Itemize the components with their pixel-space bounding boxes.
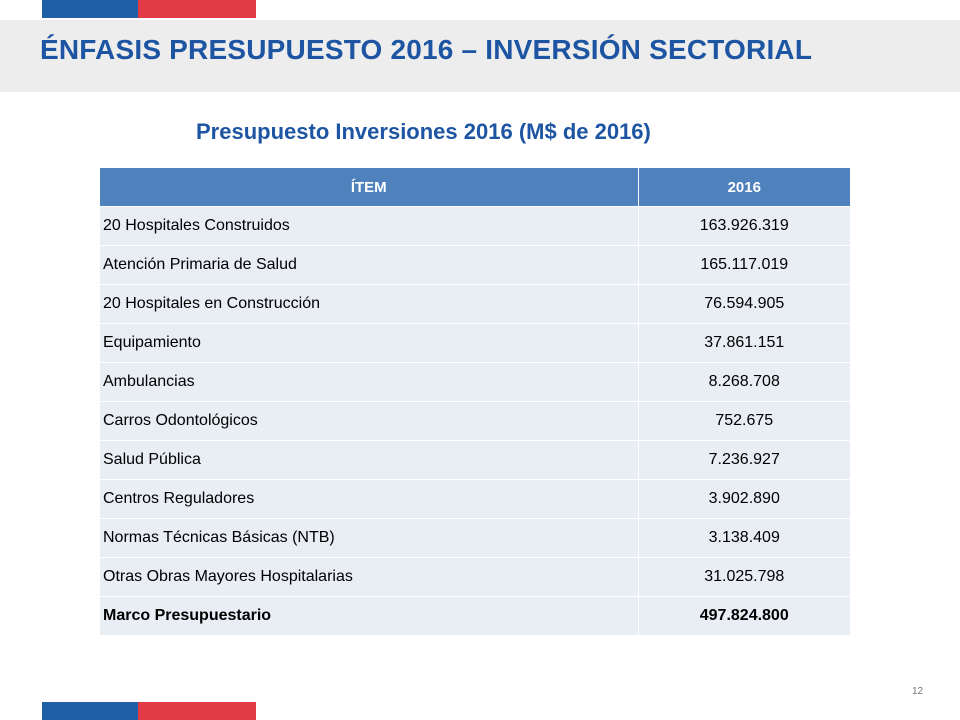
slide-title: ÉNFASIS PRESUPUESTO 2016 – INVERSIÓN SEC… [40, 34, 813, 65]
top-accent-red-bar [138, 0, 256, 18]
header-year: 2016 [638, 168, 850, 207]
row-value: 3.138.409 [638, 518, 850, 558]
row-value: 76.594.905 [638, 284, 850, 324]
table-header-row: ÍTEM 2016 [100, 168, 850, 207]
row-value: 7.236.927 [638, 440, 850, 480]
top-accent-blue-bar [42, 0, 138, 18]
row-item: Atención Primaria de Salud [100, 245, 639, 285]
row-item: 20 Hospitales en Construcción [100, 284, 639, 324]
page-number: 12 [912, 686, 924, 697]
row-item: 20 Hospitales Construidos [100, 206, 639, 246]
row-value: 31.025.798 [638, 557, 850, 597]
table-row: Centros Reguladores 3.902.890 [100, 479, 850, 519]
table-row: 20 Hospitales en Construcción 76.594.905 [100, 284, 850, 324]
row-item: Ambulancias [100, 362, 639, 402]
bottom-accent-red-bar [138, 702, 256, 720]
total-value: 497.824.800 [638, 596, 850, 635]
table-row: Normas Técnicas Básicas (NTB) 3.138.409 [100, 518, 850, 558]
row-item: Centros Reguladores [100, 479, 639, 519]
row-item: Carros Odontológicos [100, 401, 639, 441]
budget-table: ÍTEM 2016 20 Hospitales Construidos 163.… [100, 168, 850, 635]
row-value: 165.117.019 [638, 245, 850, 285]
bottom-accent-blue-bar [42, 702, 138, 720]
row-item: Salud Pública [100, 440, 639, 480]
row-value: 3.902.890 [638, 479, 850, 519]
row-value: 163.926.319 [638, 206, 850, 246]
total-item: Marco Presupuestario [100, 596, 639, 635]
table-caption: Presupuesto Inversiones 2016 (M$ de 2016… [196, 119, 651, 144]
table-row: Equipamiento 37.861.151 [100, 323, 850, 363]
table-row: 20 Hospitales Construidos 163.926.319 [100, 206, 850, 246]
row-value: 752.675 [638, 401, 850, 441]
table-row: Salud Pública 7.236.927 [100, 440, 850, 480]
table-row: Carros Odontológicos 752.675 [100, 401, 850, 441]
row-item: Equipamiento [100, 323, 639, 363]
row-value: 37.861.151 [638, 323, 850, 363]
header-item: ÍTEM [100, 168, 639, 207]
row-item: Normas Técnicas Básicas (NTB) [100, 518, 639, 558]
table-row: Atención Primaria de Salud 165.117.019 [100, 245, 850, 285]
row-value: 8.268.708 [638, 362, 850, 402]
table-total-row: Marco Presupuestario 497.824.800 [100, 596, 850, 635]
title-band [0, 20, 960, 92]
table-row: Otras Obras Mayores Hospitalarias 31.025… [100, 557, 850, 597]
table-row: Ambulancias 8.268.708 [100, 362, 850, 402]
row-item: Otras Obras Mayores Hospitalarias [100, 557, 639, 597]
